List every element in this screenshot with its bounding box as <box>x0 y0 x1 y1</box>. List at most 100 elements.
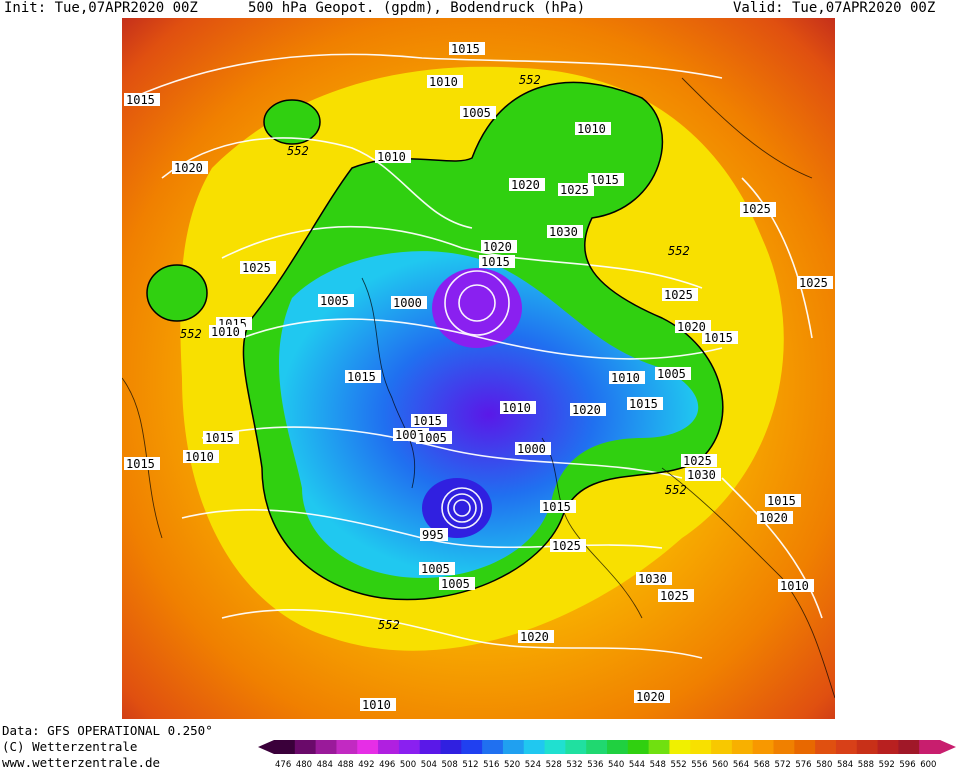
svg-text:1010: 1010 <box>377 150 406 164</box>
pressure-label: 1005 <box>318 294 354 308</box>
svg-text:1025: 1025 <box>660 589 689 603</box>
pressure-label: 1005 <box>460 106 496 120</box>
legend-swatch <box>773 740 795 754</box>
legend-tick-label: 560 <box>712 760 728 768</box>
svg-text:552: 552 <box>287 144 309 158</box>
pressure-label: 552 <box>180 327 202 341</box>
legend-swatch <box>752 740 774 754</box>
legend-tick-label: 584 <box>837 760 853 768</box>
website: www.wetterzentrale.de <box>2 755 161 770</box>
pressure-label: 1025 <box>550 539 586 553</box>
pressure-label: 1020 <box>509 178 545 192</box>
legend-tick-label: 540 <box>608 760 624 768</box>
svg-text:1005: 1005 <box>462 106 491 120</box>
pressure-label: 552 <box>668 244 690 258</box>
legend-tick-label: 596 <box>899 760 915 768</box>
svg-text:1030: 1030 <box>638 572 667 586</box>
legend-swatch <box>294 740 317 754</box>
legend-swatch <box>794 740 816 754</box>
svg-text:1020: 1020 <box>174 161 203 175</box>
svg-text:1020: 1020 <box>511 178 540 192</box>
legend-swatch <box>877 740 899 754</box>
pressure-label: 1010 <box>778 579 814 593</box>
legend-tick-label: 504 <box>421 760 437 768</box>
svg-text:1020: 1020 <box>677 320 706 334</box>
pressure-label: 1010 <box>209 325 245 339</box>
pressure-label: 1015 <box>124 93 160 107</box>
legend-tick-label: 528 <box>546 760 562 768</box>
legend-swatch <box>835 740 858 754</box>
legend-swatch <box>627 740 650 754</box>
legend-tick-label: 600 <box>920 760 936 768</box>
legend-tick-label: 488 <box>337 760 353 768</box>
legend-tick-label: 532 <box>566 760 582 768</box>
svg-text:1010: 1010 <box>780 579 809 593</box>
svg-text:1015: 1015 <box>126 457 155 471</box>
legend-swatch <box>315 740 337 754</box>
pressure-label: 1020 <box>634 690 670 704</box>
svg-text:1030: 1030 <box>549 225 578 239</box>
geopotential-cold-zone <box>279 251 699 578</box>
pressure-label: 1010 <box>375 150 411 164</box>
pressure-label: 1015 <box>540 500 576 514</box>
pressure-label: 1015 <box>702 331 738 345</box>
pressure-label: 1015 <box>124 457 160 471</box>
pressure-label: 1015 <box>449 42 485 56</box>
geopotential-low-core <box>432 268 522 348</box>
svg-text:1010: 1010 <box>502 401 531 415</box>
svg-text:1015: 1015 <box>542 500 571 514</box>
legend-tick-label: 536 <box>587 760 603 768</box>
svg-text:1015: 1015 <box>767 494 796 508</box>
svg-text:1010: 1010 <box>362 698 391 712</box>
legend-tick-label: 580 <box>816 760 832 768</box>
legend-swatch <box>440 740 462 754</box>
pressure-label: 1015 <box>345 370 381 384</box>
svg-text:1025: 1025 <box>560 183 589 197</box>
svg-text:1015: 1015 <box>413 414 442 428</box>
pressure-label: 552 <box>519 73 541 87</box>
legend-tick-label: 484 <box>317 760 333 768</box>
svg-text:1005: 1005 <box>657 367 686 381</box>
svg-text:995: 995 <box>422 528 444 542</box>
svg-text:1025: 1025 <box>683 454 712 468</box>
weather-map: 1015 1010 552 1005 1010 1015 552 1010 1020 1025 10… <box>122 18 835 719</box>
legend-tick-label: 564 <box>733 760 749 768</box>
legend-swatch <box>357 740 379 754</box>
svg-text:1015: 1015 <box>126 93 155 107</box>
legend-swatch <box>815 740 837 754</box>
svg-text:1020: 1020 <box>483 240 512 254</box>
pressure-label: 1010 <box>427 75 463 89</box>
pressure-label: 1010 <box>183 450 219 464</box>
pressure-label: 1015 <box>627 397 663 411</box>
legend-tick-label: 548 <box>650 760 666 768</box>
pressure-label: 1020 <box>481 240 517 254</box>
pressure-label: 1015 <box>411 414 447 428</box>
coastlines <box>122 77 835 699</box>
pressure-label: 552 <box>287 144 309 158</box>
green-pocket-w <box>146 264 208 322</box>
svg-text:1030: 1030 <box>687 468 716 482</box>
svg-text:1005: 1005 <box>421 562 450 576</box>
legend-tick-label: 512 <box>462 760 478 768</box>
svg-text:1010: 1010 <box>211 325 240 339</box>
pressure-label: 1015 <box>588 173 624 187</box>
legend-swatch <box>523 740 546 754</box>
svg-text:1020: 1020 <box>636 690 665 704</box>
legend-swatch <box>336 740 358 754</box>
svg-text:1025: 1025 <box>799 276 828 290</box>
legend-tick-label: 500 <box>400 760 416 768</box>
legend-arrow-right <box>940 740 956 754</box>
legend-tick-label: 492 <box>358 760 374 768</box>
svg-text:1020: 1020 <box>520 630 549 644</box>
svg-text:1000: 1000 <box>517 442 546 456</box>
pressure-label: 1005 <box>439 577 475 591</box>
legend-tick-label: 572 <box>775 760 791 768</box>
legend-tick-label: 576 <box>795 760 811 768</box>
legend-swatch <box>378 740 400 754</box>
legend-swatch <box>565 740 587 754</box>
pressure-label: 1005 <box>419 562 455 576</box>
svg-text:552: 552 <box>519 73 541 87</box>
svg-text:1010: 1010 <box>429 75 458 89</box>
pressure-label: 1005 <box>655 367 691 381</box>
